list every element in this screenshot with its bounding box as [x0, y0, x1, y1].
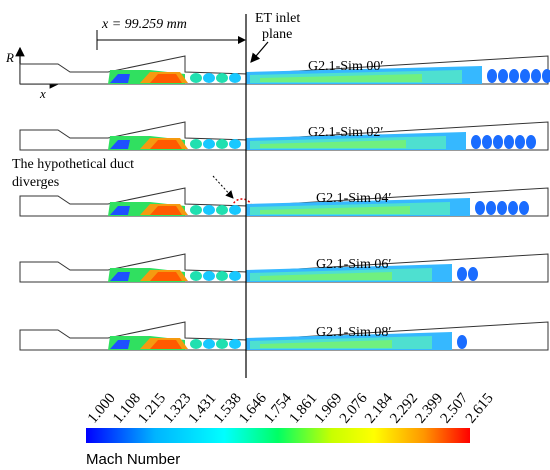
trailing-cell	[542, 69, 550, 83]
colorbar-tick-label: 2.507	[438, 390, 472, 427]
trailing-cell	[504, 135, 514, 149]
colorbar-tick-label: 1.754	[261, 390, 295, 427]
downstream-inner	[260, 74, 422, 82]
shock-cell	[229, 73, 241, 83]
colorbar-tick-label: 1.969	[312, 390, 346, 426]
shock-cell	[203, 139, 215, 149]
shock-cell	[190, 271, 202, 281]
jet-cold-region	[110, 74, 130, 83]
shock-cell	[190, 205, 202, 215]
simulation-panels: G2.1-Sim 00′ G2.1-Sim 02′ G2.1-Sim 04′ G2.1…	[19, 55, 550, 351]
panel-label: G2.1-Sim 04′	[316, 191, 391, 206]
inlet-label-line2: plane	[262, 27, 292, 42]
inlet-annotation: ET inlet plane	[250, 11, 300, 63]
shock-cell	[203, 205, 215, 215]
jet-cold-region	[110, 140, 130, 149]
axial-axis-label: x	[39, 86, 46, 101]
downstream-inner	[260, 206, 410, 214]
shock-cell	[203, 271, 215, 281]
trailing-cell	[519, 201, 529, 215]
simulation-panel: G2.1-Sim 02′	[19, 121, 549, 151]
panel-label: G2.1-Sim 00′	[308, 59, 383, 74]
shock-cell	[216, 339, 228, 349]
jet-peak-region	[150, 272, 182, 281]
jet-peak-region	[150, 340, 182, 349]
colorbar-gradient	[86, 428, 470, 443]
trailing-cell	[497, 201, 507, 215]
colorbar-tick-label: 1.646	[236, 390, 270, 427]
jet-peak-region	[150, 140, 182, 149]
trailing-cell	[457, 335, 467, 349]
jet-peak-region	[150, 206, 182, 215]
trailing-cell	[515, 135, 525, 149]
position-dimension: x = 99.259 mm	[96, 17, 246, 50]
shock-cell	[216, 73, 228, 83]
colorbar-tick-label: 1.538	[211, 390, 245, 426]
panel-label: G2.1-Sim 02′	[308, 125, 383, 140]
trailing-cell	[526, 135, 536, 149]
colorbar-tick-label: 1.861	[286, 390, 320, 426]
trailing-cell	[531, 69, 541, 83]
shock-cell	[229, 205, 241, 215]
trailing-cell	[508, 201, 518, 215]
shock-cell	[216, 205, 228, 215]
panel-label: G2.1-Sim 06′	[316, 257, 391, 272]
colorbar-title: Mach Number	[86, 451, 180, 468]
trailing-cell	[493, 135, 503, 149]
radial-axis-label: R	[5, 50, 14, 65]
jet-cold-region	[110, 272, 130, 281]
downstream-inner	[260, 272, 392, 280]
colorbar-tick-label: 1.215	[135, 390, 169, 426]
shock-cell	[190, 339, 202, 349]
divergence-annotation: The hypothetical duct diverges	[12, 157, 252, 214]
colorbar: 1.0001.1081.2151.3231.4311.5381.6461.754…	[85, 390, 497, 468]
colorbar-tick-label: 1.000	[85, 390, 119, 426]
trailing-cell	[509, 69, 519, 83]
panel-label: G2.1-Sim 08′	[316, 325, 391, 340]
colorbar-tick-label: 2.076	[337, 390, 371, 427]
shock-cell	[190, 73, 202, 83]
trailing-cell	[486, 201, 496, 215]
trailing-cell	[457, 267, 467, 281]
downstream-inner	[260, 140, 406, 148]
shock-cell	[216, 271, 228, 281]
colorbar-tick-label: 2.615	[463, 390, 497, 426]
inlet-label-line1: ET inlet	[255, 11, 300, 26]
divergence-note-line1: The hypothetical duct	[12, 157, 134, 172]
trailing-cell	[487, 69, 497, 83]
trailing-cell	[475, 201, 485, 215]
colorbar-tick-label: 2.399	[412, 390, 446, 426]
jet-cold-region	[110, 206, 130, 215]
simulation-panel: G2.1-Sim 06′	[19, 253, 549, 283]
colorbar-tick-label: 1.108	[110, 390, 144, 426]
shock-cell	[229, 271, 241, 281]
downstream-inner	[260, 340, 392, 348]
simulation-panel: G2.1-Sim 04′	[19, 187, 549, 217]
shock-cell	[229, 139, 241, 149]
shock-cell	[216, 139, 228, 149]
colorbar-tick-label: 2.184	[362, 390, 396, 427]
divergence-note-line2: diverges	[12, 175, 59, 190]
colorbar-tick-label: 1.431	[186, 390, 220, 426]
colorbar-ticks: 1.0001.1081.2151.3231.4311.5381.6461.754…	[85, 390, 497, 427]
simulation-panel: G2.1-Sim 00′	[19, 55, 550, 85]
trailing-cell	[471, 135, 481, 149]
simulation-panel: G2.1-Sim 08′	[19, 321, 549, 351]
jet-peak-region	[150, 74, 182, 83]
trailing-cell	[498, 69, 508, 83]
trailing-cell	[520, 69, 530, 83]
shock-cell	[190, 139, 202, 149]
trailing-cell	[468, 267, 478, 281]
shock-cell	[203, 339, 215, 349]
jet-cold-region	[110, 340, 130, 349]
shock-cell	[229, 339, 241, 349]
colorbar-tick-label: 2.292	[387, 390, 421, 426]
colorbar-tick-label: 1.323	[160, 390, 194, 426]
trailing-cell	[482, 135, 492, 149]
position-label: x = 99.259 mm	[101, 17, 187, 32]
shock-cell	[203, 73, 215, 83]
